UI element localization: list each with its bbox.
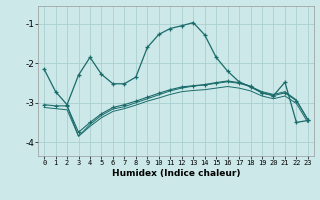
- X-axis label: Humidex (Indice chaleur): Humidex (Indice chaleur): [112, 169, 240, 178]
